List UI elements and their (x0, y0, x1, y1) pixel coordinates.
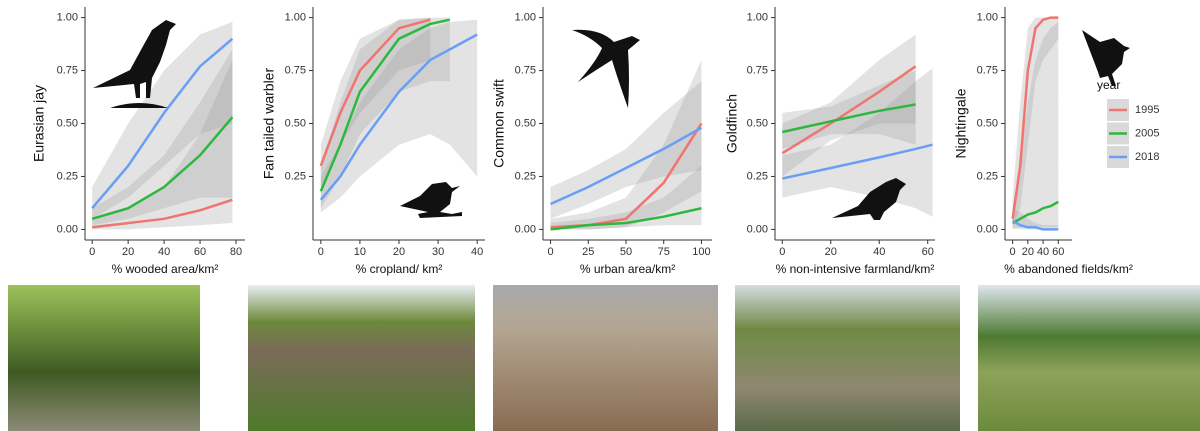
y-tick-label: 1.00 (515, 11, 536, 23)
x-tick-label: 30 (432, 246, 444, 258)
y-tick-label: 1.00 (285, 11, 306, 23)
y-tick-label: 0.25 (285, 170, 306, 182)
chart-panel: 0.00 0.25 0.50 0.75 1.00 0 25 50 75 100 % urban ar… (491, 7, 712, 276)
photo (735, 285, 960, 431)
x-tick-label: 0 (318, 246, 324, 258)
y-axis-label: Common swift (491, 79, 507, 168)
y-tick-label: 0.25 (57, 170, 78, 182)
x-tick-label: 50 (620, 246, 632, 258)
x-tick-label: 60 (1052, 246, 1064, 258)
photo (8, 285, 200, 431)
legend: year 1995 2005 2018 (1097, 78, 1159, 168)
x-tick-label: 80 (230, 246, 242, 258)
x-tick-label: 0 (89, 246, 95, 258)
x-tick-label: 40 (1037, 246, 1049, 258)
y-tick-label: 0.00 (515, 223, 536, 235)
swift-silhouette (572, 30, 640, 108)
chart-panel: 0.00 0.25 0.50 0.75 1.00 0 20 40 60 % non-intensi… (724, 7, 935, 276)
x-tick-label: 20 (1022, 246, 1034, 258)
chart-panel: 0.00 0.25 0.50 0.75 1.00 0 20 40 60 80 % wooded ar… (31, 7, 245, 276)
x-tick-label: 25 (582, 246, 594, 258)
legend-label: 1995 (1135, 104, 1159, 116)
legend-label: 2005 (1135, 127, 1159, 139)
x-tick-label: 75 (658, 246, 670, 258)
y-tick-label: 0.50 (515, 117, 536, 129)
y-axis-label: Goldfinch (724, 94, 740, 153)
y-tick-label: 0.00 (57, 223, 78, 235)
x-tick-label: 0 (547, 246, 553, 258)
x-axis-label: % abandoned fields/km² (1004, 262, 1133, 276)
x-tick-label: 0 (779, 246, 785, 258)
x-tick-label: 0 (1010, 246, 1016, 258)
y-tick-label: 0.50 (57, 117, 78, 129)
x-tick-label: 40 (158, 246, 170, 258)
legend-title: year (1097, 78, 1120, 92)
y-tick-label: 0.75 (515, 64, 536, 76)
y-tick-label: 0.50 (285, 117, 306, 129)
x-axis-label: % non-intensive farmland/km² (776, 262, 935, 276)
photo (493, 285, 718, 431)
chart-panel: 0.25 0.50 0.75 1.00 0 10 20 30 40 % cropland/ km²… (261, 7, 485, 276)
y-tick-label: 0.75 (57, 64, 78, 76)
x-tick-label: 20 (393, 246, 405, 258)
x-tick-label: 40 (873, 246, 885, 258)
photo (248, 285, 475, 431)
x-axis-label: % wooded area/km² (112, 262, 219, 276)
x-axis-label: % urban area/km² (580, 262, 675, 276)
y-tick-label: 0.75 (977, 64, 998, 76)
y-tick-label: 0.25 (977, 170, 998, 182)
y-tick-label: 0.50 (747, 117, 768, 129)
x-tick-label: 100 (692, 246, 710, 258)
legend-label: 2018 (1135, 151, 1159, 163)
y-tick-label: 0.25 (747, 170, 768, 182)
y-tick-label: 0.75 (285, 64, 306, 76)
x-tick-label: 20 (825, 246, 837, 258)
y-axis-label: Nightingale (953, 88, 969, 158)
photo (978, 285, 1200, 431)
y-tick-label: 1.00 (57, 11, 78, 23)
figure: 0.000.250.500.751.00020406080% wooded ar… (0, 0, 1200, 431)
x-tick-label: 20 (122, 246, 134, 258)
y-axis-label: Eurasian jay (31, 85, 47, 162)
photos (8, 285, 1200, 431)
y-tick-label: 0.00 (977, 223, 998, 235)
y-tick-label: 0.75 (747, 64, 768, 76)
y-tick-label: 1.00 (747, 11, 768, 23)
y-axis-label: Fan tailed warbler (261, 68, 277, 180)
x-axis-label: % cropland/ km² (356, 262, 443, 276)
x-tick-label: 60 (922, 246, 934, 258)
y-tick-label: 1.00 (977, 11, 998, 23)
y-tick-label: 0.50 (977, 117, 998, 129)
x-tick-label: 60 (194, 246, 206, 258)
x-tick-label: 40 (471, 246, 483, 258)
y-tick-label: 0.25 (515, 170, 536, 182)
x-tick-label: 10 (354, 246, 366, 258)
y-tick-label: 0.00 (747, 223, 768, 235)
warbler-silhouette (400, 182, 462, 218)
